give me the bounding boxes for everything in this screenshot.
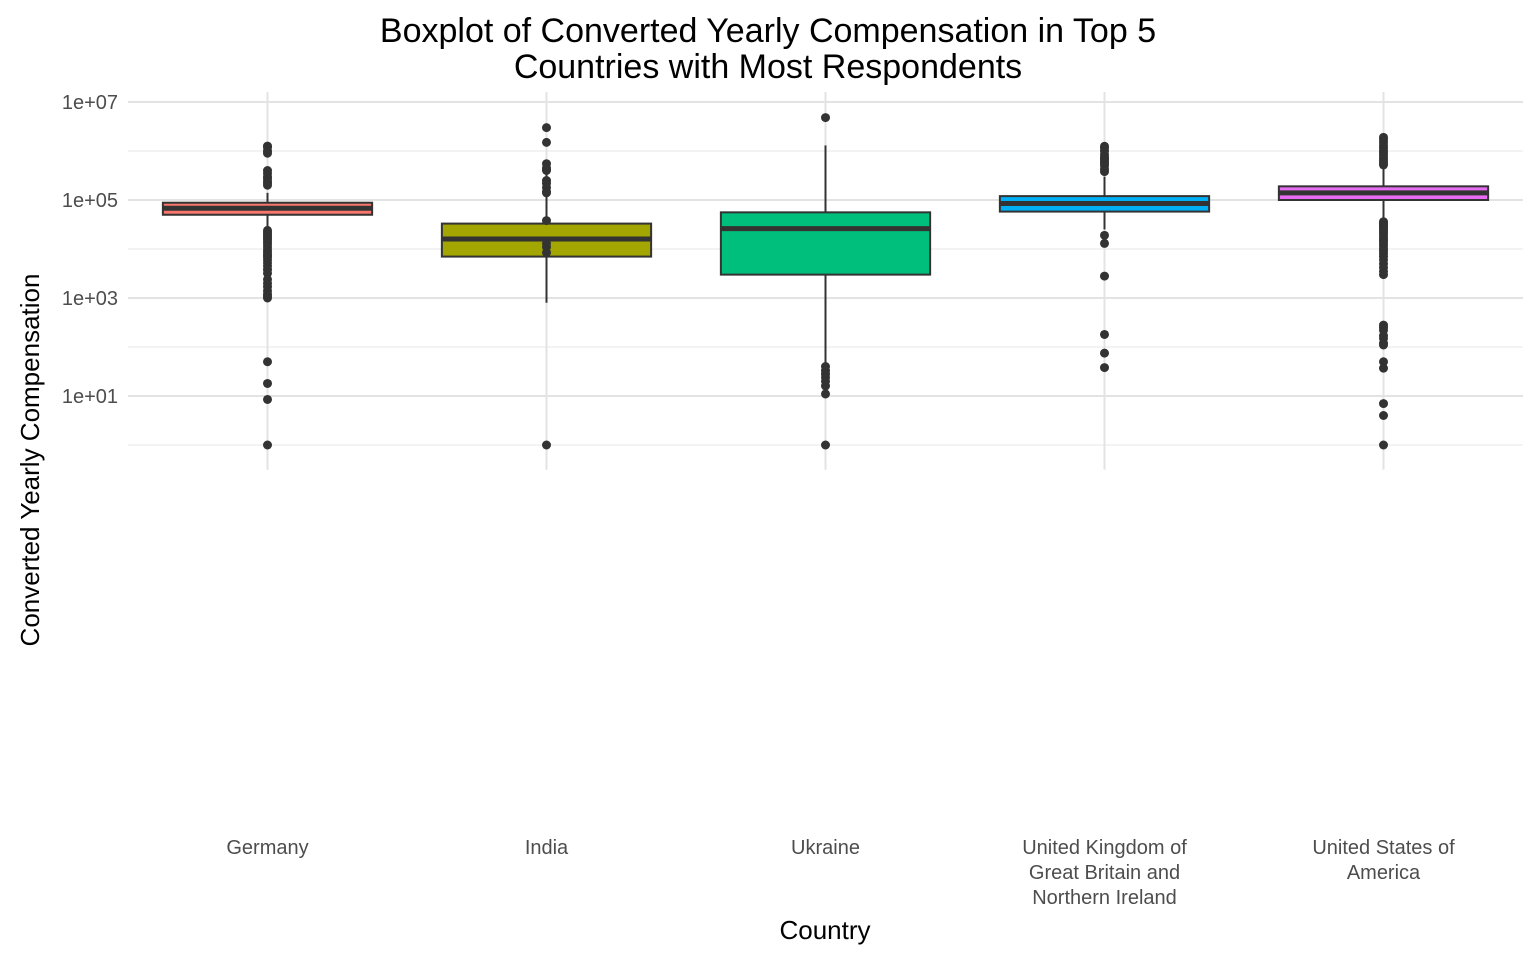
outlier-point bbox=[1379, 440, 1388, 450]
outlier-point bbox=[1379, 270, 1388, 280]
outlier-point bbox=[1379, 340, 1388, 350]
outlier-point bbox=[1379, 399, 1388, 409]
outlier-point bbox=[821, 440, 830, 450]
x-tick-label: India bbox=[525, 837, 569, 859]
outlier-point bbox=[263, 148, 272, 158]
x-tick-label: Northern Ireland bbox=[1032, 887, 1177, 909]
outlier-point bbox=[1100, 230, 1109, 240]
x-tick-label: Ukraine bbox=[791, 837, 860, 859]
y-tick-label: 1e+07 bbox=[62, 92, 118, 114]
outlier-point bbox=[542, 165, 551, 175]
outlier-point bbox=[1379, 357, 1388, 367]
outlier-point bbox=[1379, 160, 1388, 170]
outlier-point bbox=[1100, 363, 1109, 373]
outlier-point bbox=[263, 293, 272, 303]
outlier-point bbox=[542, 188, 551, 198]
outlier-point bbox=[1100, 167, 1109, 177]
chart-title-line-2: Countries with Most Respondents bbox=[513, 48, 1023, 86]
outlier-point bbox=[542, 123, 551, 133]
x-tick-label: United Kingdom of bbox=[1022, 837, 1187, 859]
outlier-point bbox=[1379, 410, 1388, 420]
y-tick-label: 1e+01 bbox=[62, 386, 118, 408]
outlier-point bbox=[542, 137, 551, 147]
outlier-point bbox=[263, 394, 272, 404]
outlier-point bbox=[1100, 348, 1109, 358]
x-tick-label: United States of bbox=[1312, 837, 1455, 859]
outlier-point bbox=[821, 113, 830, 123]
outlier-point bbox=[1100, 238, 1109, 248]
outlier-point bbox=[263, 357, 272, 367]
y-tick-label: 1e+03 bbox=[62, 288, 118, 310]
x-tick-label: America bbox=[1347, 862, 1421, 884]
y-tick-label: 1e+05 bbox=[62, 190, 118, 212]
chart-title-line-1: Boxplot of Converted Yearly Compensation… bbox=[379, 12, 1157, 50]
outlier-point bbox=[1100, 329, 1109, 339]
outlier-point bbox=[263, 440, 272, 450]
x-tick-label: Germany bbox=[226, 837, 308, 859]
outlier-point bbox=[1379, 363, 1388, 373]
x-axis-title: Country bbox=[779, 915, 871, 945]
outlier-point bbox=[821, 389, 830, 399]
outlier-point bbox=[542, 247, 551, 257]
outlier-point bbox=[263, 180, 272, 190]
outlier-point bbox=[821, 381, 830, 391]
y-axis-title: Converted Yearly Compensation bbox=[15, 273, 45, 647]
outlier-point bbox=[542, 216, 551, 226]
outlier-point bbox=[542, 159, 551, 169]
outlier-point bbox=[542, 440, 551, 450]
x-tick-label: Great Britain and bbox=[1029, 862, 1180, 884]
box bbox=[719, 211, 932, 276]
outlier-point bbox=[1100, 271, 1109, 281]
outlier-point bbox=[263, 378, 272, 388]
